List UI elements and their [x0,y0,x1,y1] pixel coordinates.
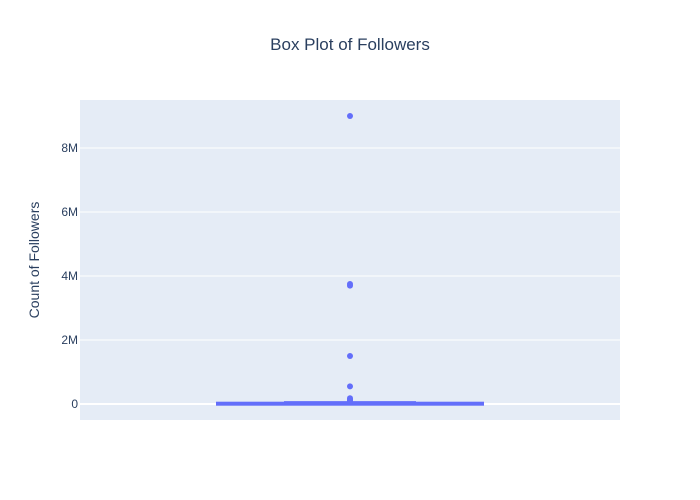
plot-area [80,100,620,420]
outlier-points [347,113,353,405]
outlier-point [347,353,353,359]
outlier-point [347,398,353,405]
y-axis-title: Count of Followers [26,202,42,319]
y-tick-label: 2M [61,333,78,347]
y-tick-label: 6M [61,205,78,219]
chart-title: Box Plot of Followers [270,35,430,54]
y-tick-labels: 0 2M 4M 6M 8M [61,141,78,411]
y-tick-label: 0 [71,397,78,411]
outlier-point [347,282,353,289]
outlier-point [347,113,353,119]
outlier-point [347,383,353,390]
y-tick-label: 4M [61,269,78,283]
y-tick-label: 8M [61,141,78,155]
